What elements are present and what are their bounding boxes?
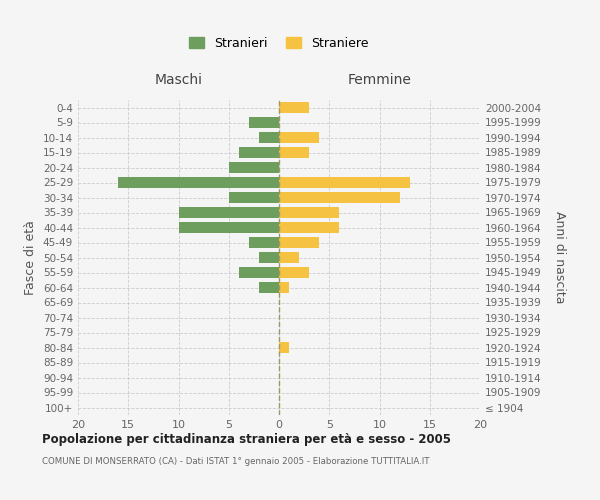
Bar [249, 117, 279, 128]
Bar [279, 237, 319, 248]
Bar [249, 237, 279, 248]
Bar [279, 132, 319, 143]
Bar [259, 282, 279, 293]
Bar [279, 207, 340, 218]
Bar [279, 192, 400, 203]
Bar [259, 132, 279, 143]
Text: COMUNE DI MONSERRATO (CA) - Dati ISTAT 1° gennaio 2005 - Elaborazione TUTTITALIA: COMUNE DI MONSERRATO (CA) - Dati ISTAT 1… [42, 458, 430, 466]
Text: Maschi: Maschi [155, 74, 203, 88]
Bar [118, 177, 279, 188]
Y-axis label: Fasce di età: Fasce di età [25, 220, 37, 295]
Text: Femmine: Femmine [347, 74, 412, 88]
Bar [239, 267, 279, 278]
Bar [259, 252, 279, 263]
Bar [279, 267, 309, 278]
Bar [279, 147, 309, 158]
Bar [239, 147, 279, 158]
Text: Popolazione per cittadinanza straniera per età e sesso - 2005: Popolazione per cittadinanza straniera p… [42, 432, 451, 446]
Bar [179, 207, 279, 218]
Y-axis label: Anni di nascita: Anni di nascita [553, 211, 566, 304]
Bar [279, 177, 410, 188]
Bar [279, 282, 289, 293]
Bar [229, 162, 279, 173]
Bar [179, 222, 279, 233]
Bar [279, 342, 289, 353]
Legend: Stranieri, Straniere: Stranieri, Straniere [189, 37, 369, 50]
Bar [279, 252, 299, 263]
Bar [229, 192, 279, 203]
Bar [279, 222, 340, 233]
Bar [279, 102, 309, 113]
